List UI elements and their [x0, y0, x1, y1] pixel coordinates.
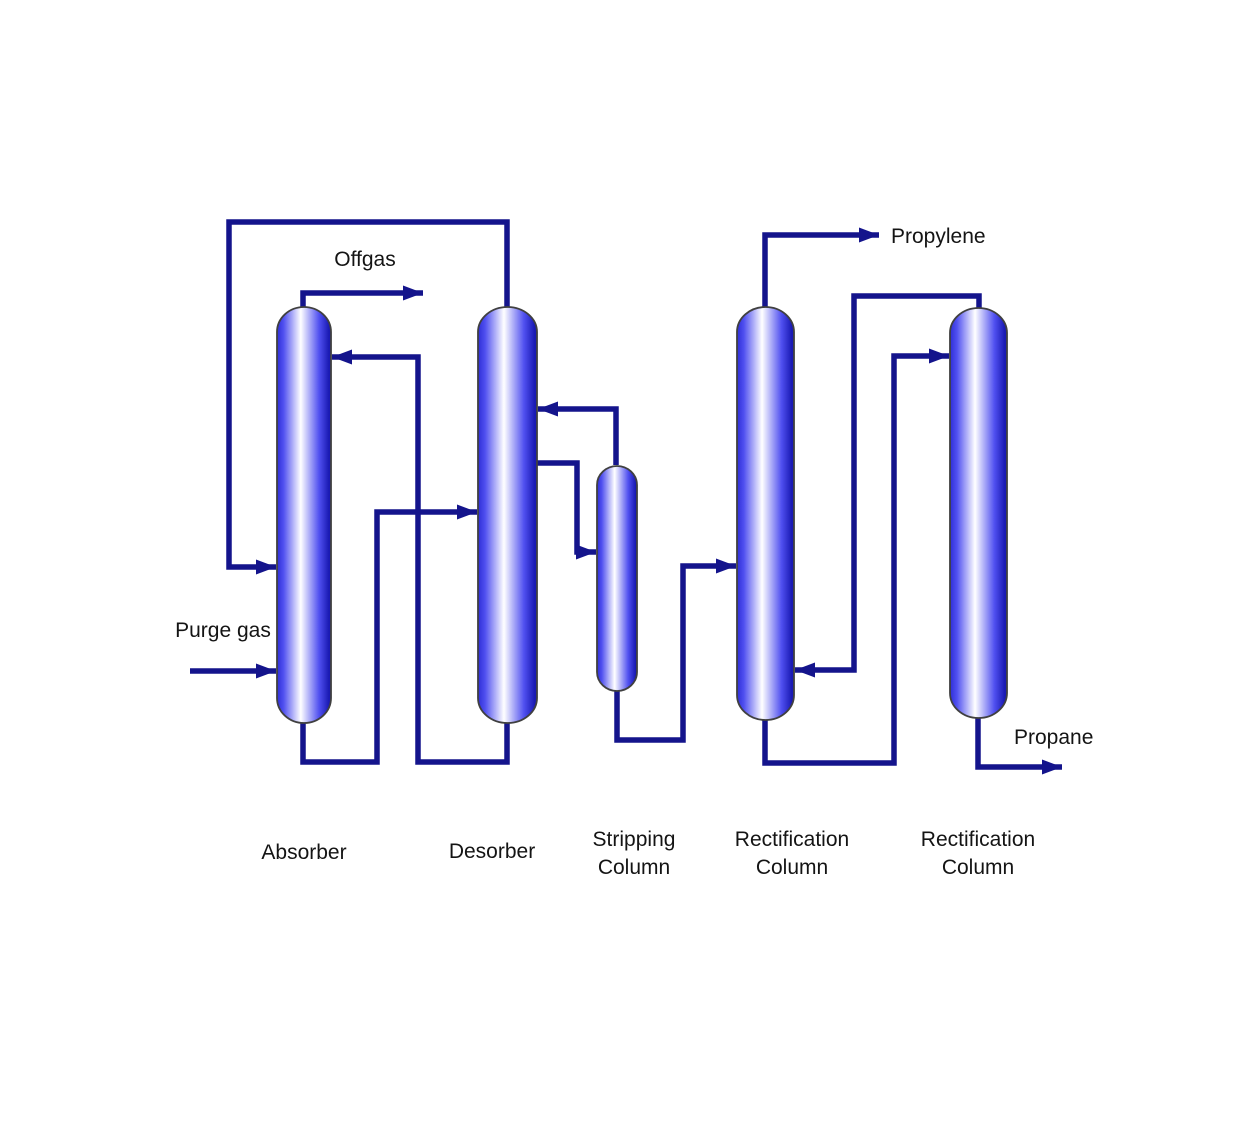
desorber-label: Desorber [449, 840, 535, 863]
stream-offgas [300, 285, 423, 309]
column-desorber [477, 306, 538, 724]
column-absorber [276, 306, 332, 724]
rectification-column-2-label-line1: Rectification [921, 828, 1035, 851]
streams [190, 219, 1062, 775]
rectification-column-1-label-line2: Column [756, 856, 828, 879]
stream-propylene-product [762, 227, 879, 309]
rectification-column-1-label-line1: Rectification [735, 828, 849, 851]
stream-desorber-bottoms-to-absorber [332, 349, 510, 765]
labels: Offgas Purge gas Propylene Propane Absor… [175, 225, 1093, 879]
stream-absorber-bottoms-to-desorber [300, 504, 477, 765]
columns [276, 306, 1008, 724]
absorber-label: Absorber [261, 841, 346, 864]
stream-stripper-overhead-to-desorber [538, 401, 619, 465]
column-rectification-2 [949, 307, 1008, 719]
stream-rectification1-bottoms-to-rectification2 [762, 348, 949, 766]
rectification-column-2-label-line2: Column [942, 856, 1014, 879]
stream-rectification2-overhead-to-rectification1 [795, 293, 982, 678]
propane-label: Propane [1014, 726, 1093, 749]
propylene-label: Propylene [891, 225, 986, 248]
stream-stripper-bottoms-to-rectification1 [614, 558, 736, 743]
stream-desorber-draw-to-stripper [537, 460, 596, 560]
column-rectification-1 [736, 306, 795, 721]
stream-desorber-overhead-to-absorber [226, 219, 510, 575]
column-stripping [596, 465, 638, 692]
stream-propane-product [975, 717, 1062, 775]
stripping-column-label-line2: Column [598, 856, 670, 879]
offgas-label: Offgas [334, 248, 395, 271]
stripping-column-label-line1: Stripping [593, 828, 676, 851]
purge-gas-label: Purge gas [175, 619, 271, 642]
